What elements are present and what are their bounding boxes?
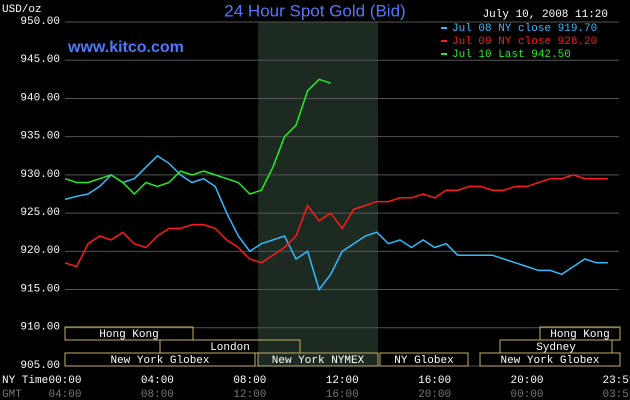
x2-tick-label: 00:00 <box>511 389 544 400</box>
nymex-shade <box>258 22 378 366</box>
x-tick-label: 08:00 <box>233 375 266 387</box>
session-label: Sydney <box>536 342 576 354</box>
y-tick-label: 935.00 <box>20 131 60 143</box>
session-box <box>64 326 194 341</box>
session-box <box>64 352 256 367</box>
x2-tick-label: 12:00 <box>233 389 266 400</box>
x-tick-label: 04:00 <box>141 375 174 387</box>
x2-tick-label: 04:00 <box>48 389 81 400</box>
x-tick-label: 20:00 <box>511 375 544 387</box>
y-tick-label: 910.00 <box>20 322 60 334</box>
session-label: New York Globex <box>110 355 209 367</box>
site-label: www.kitco.com <box>67 39 184 56</box>
session-box <box>479 352 621 367</box>
x-axis-label: NY Time <box>2 375 48 387</box>
chart-title: 24 Hour Spot Gold (Bid) <box>224 1 405 20</box>
y-tick-label: 945.00 <box>20 54 60 66</box>
session-label: NY Globex <box>394 355 454 367</box>
x2-tick-label: 20:00 <box>418 389 451 400</box>
y-tick-label: 950.00 <box>20 16 60 28</box>
x2-tick-label: 16:00 <box>326 389 359 400</box>
x-tick-label: 12:00 <box>326 375 359 387</box>
session-box <box>257 352 379 367</box>
x-tick-label: 00:00 <box>48 375 81 387</box>
y-tick-label: 920.00 <box>20 245 60 257</box>
series-line <box>64 174 608 268</box>
x2-tick-label: 03:59 <box>602 389 630 400</box>
x2-tick-label: 08:00 <box>141 389 174 400</box>
y-tick-label: 915.00 <box>20 283 60 295</box>
x-tick-label: 16:00 <box>418 375 451 387</box>
y-tick-label: 925.00 <box>20 207 60 219</box>
series-line <box>64 154 608 292</box>
session-label: Hong Kong <box>99 329 158 341</box>
session-box <box>379 352 469 367</box>
y-tick-label: 930.00 <box>20 169 60 181</box>
legend-label: Jul 08 NY close 919.70 <box>452 23 597 35</box>
session-label: New York Globex <box>500 355 599 367</box>
legend-label: Jul 09 NY close 928.20 <box>452 36 597 48</box>
y-tick-label: 940.00 <box>20 92 60 104</box>
y-axis-label: USD/oz <box>2 4 42 16</box>
y-tick-label: 905.00 <box>20 360 60 372</box>
timestamp: July 10, 2008 11:20 <box>483 9 608 21</box>
session-label: Hong Kong <box>550 329 609 341</box>
session-label: London <box>210 342 250 354</box>
session-label: New York NYMEX <box>272 355 365 367</box>
x-tick-label: 23:59 <box>602 375 630 387</box>
series-line <box>64 78 331 196</box>
x2-axis-label: GMT <box>2 389 22 400</box>
legend-label: Jul 10 Last 942.50 <box>452 49 571 61</box>
